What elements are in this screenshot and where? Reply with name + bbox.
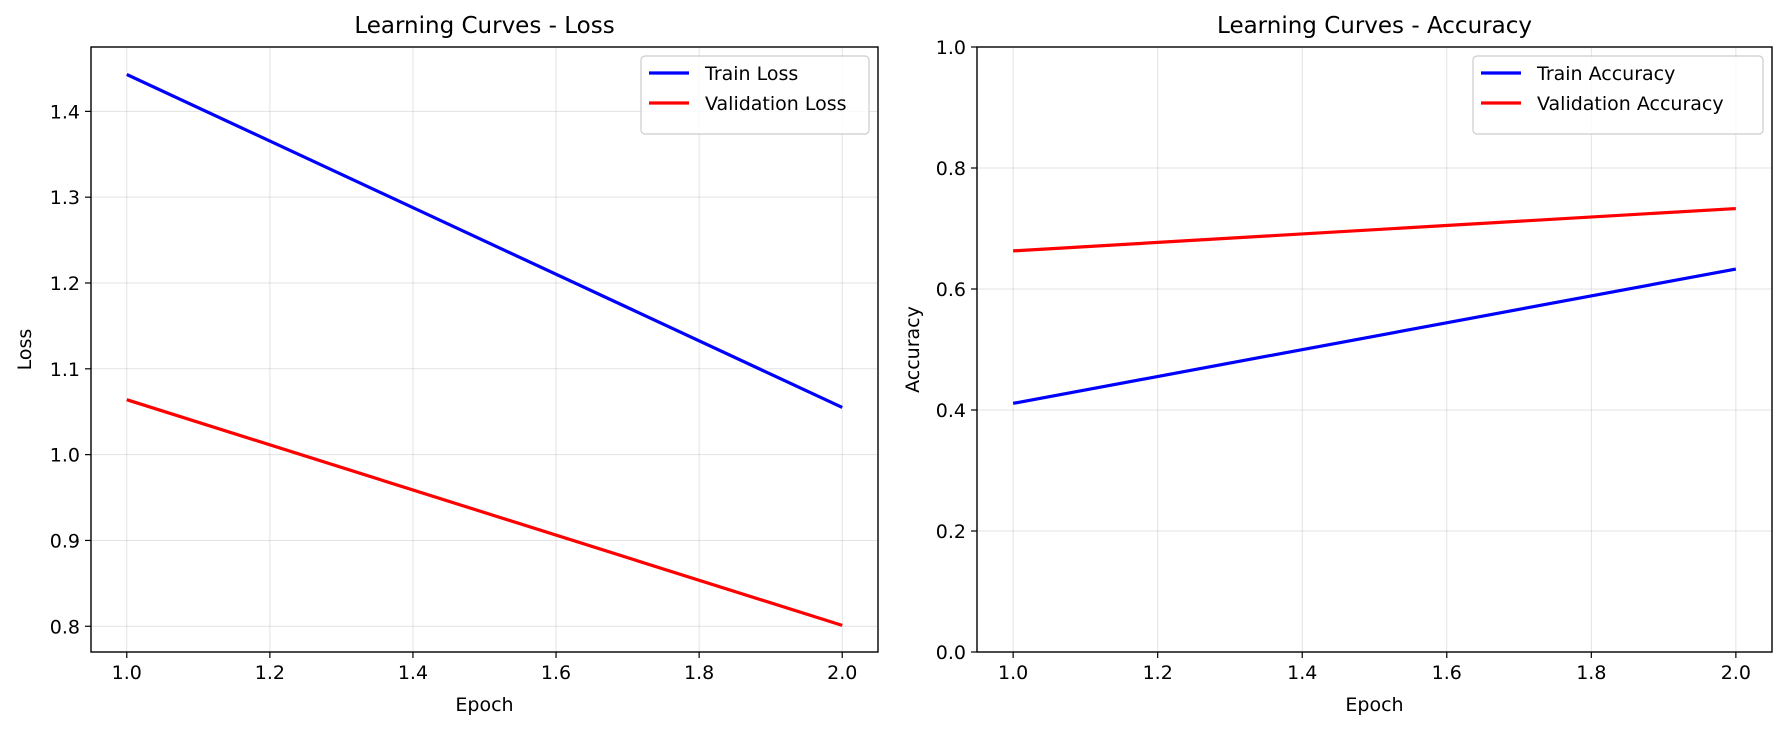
loss-chart: Learning Curves - Loss 1.0 1.2 1.4 1.6 1.8 2.… — [14, 13, 879, 716]
accuracy-chart-x-tick-label: 2.0 — [1721, 662, 1751, 684]
accuracy-chart-y-tick-label: 0.0 — [936, 642, 966, 664]
loss-chart-frame — [90, 46, 879, 653]
loss-chart-legend-box — [640, 55, 870, 135]
loss-chart-x-tick-label: 1.0 — [112, 662, 142, 684]
loss-chart-validation-loss-line — [126, 398, 843, 627]
accuracy-chart-legend: Train Accuracy Validation Accuracy — [1472, 55, 1764, 135]
loss-chart-xlabel: Epoch — [455, 694, 513, 716]
loss-chart-train-loss-line — [126, 73, 843, 409]
loss-chart-y-tick-label: 0.9 — [50, 530, 80, 552]
loss-chart-y-tick-label: 1.1 — [50, 359, 80, 381]
accuracy-chart-y-tick-label: 1.0 — [936, 37, 966, 59]
loss-chart-y-tick-label: 1.0 — [50, 445, 80, 467]
accuracy-chart-series — [1012, 206, 1737, 405]
accuracy-chart-legend-label-validation-accuracy: Validation Accuracy — [1537, 93, 1724, 115]
accuracy-chart-train-accuracy-line — [1012, 267, 1737, 405]
accuracy-chart-x-tick-label: 1.8 — [1576, 662, 1606, 684]
accuracy-chart-legend-box — [1472, 55, 1764, 135]
accuracy-chart-ticks: 1.0 1.2 1.4 1.6 1.8 2.0 0.0 0.2 0.4 0.6 0.8 1.0 — [936, 37, 1751, 684]
loss-chart-legend: Train Loss Validation Loss — [640, 55, 870, 135]
loss-chart-x-tick-label: 1.2 — [255, 662, 285, 684]
accuracy-chart-ylabel: Accuracy — [902, 306, 924, 393]
loss-chart-y-tick-label: 0.8 — [50, 616, 80, 638]
accuracy-chart-grid — [977, 46, 1772, 653]
accuracy-chart-validation-accuracy-line — [1013, 206, 1736, 253]
loss-chart-title: Learning Curves - Loss — [354, 13, 614, 39]
accuracy-chart-x-tick-label: 1.6 — [1432, 662, 1462, 684]
loss-chart-grid — [91, 47, 878, 652]
loss-chart-y-tick-label: 1.3 — [50, 187, 80, 209]
accuracy-chart-y-tick-label: 0.4 — [936, 400, 966, 422]
accuracy-chart-y-tick-label: 0.8 — [936, 158, 966, 180]
loss-chart-x-tick-label: 2.0 — [827, 662, 857, 684]
loss-chart-ticks: 1.0 1.2 1.4 1.6 1.8 2.0 0.8 0.9 1.0 1.1 1.2 1.3 1.4 — [50, 101, 858, 684]
loss-chart-ylabel: Loss — [14, 329, 36, 371]
accuracy-chart-y-tick-label: 0.6 — [936, 279, 966, 301]
loss-chart-y-tick-label: 1.4 — [50, 101, 80, 123]
loss-chart-x-tick-label: 1.6 — [541, 662, 571, 684]
accuracy-chart: Learning Curves - Accuracy 1.0 1.2 1.4 1.6 1… — [902, 13, 1773, 716]
accuracy-chart-x-tick-label: 1.2 — [1143, 662, 1173, 684]
accuracy-chart-frame — [976, 46, 1773, 653]
accuracy-chart-title: Learning Curves - Accuracy — [1217, 13, 1532, 39]
accuracy-chart-legend-label-train-accuracy: Train Accuracy — [1536, 63, 1675, 85]
accuracy-chart-y-tick-label: 0.2 — [936, 521, 966, 543]
loss-chart-series — [126, 73, 843, 627]
loss-chart-x-tick-label: 1.8 — [684, 662, 714, 684]
loss-chart-legend-label-validation-loss: Validation Loss — [705, 93, 847, 115]
accuracy-chart-x-tick-label: 1.4 — [1287, 662, 1317, 684]
loss-chart-x-tick-label: 1.4 — [398, 662, 428, 684]
loss-chart-legend-label-train-loss: Train Loss — [704, 63, 798, 85]
loss-chart-y-tick-label: 1.2 — [50, 273, 80, 295]
accuracy-chart-xlabel: Epoch — [1345, 694, 1403, 716]
accuracy-chart-x-tick-label: 1.0 — [998, 662, 1028, 684]
